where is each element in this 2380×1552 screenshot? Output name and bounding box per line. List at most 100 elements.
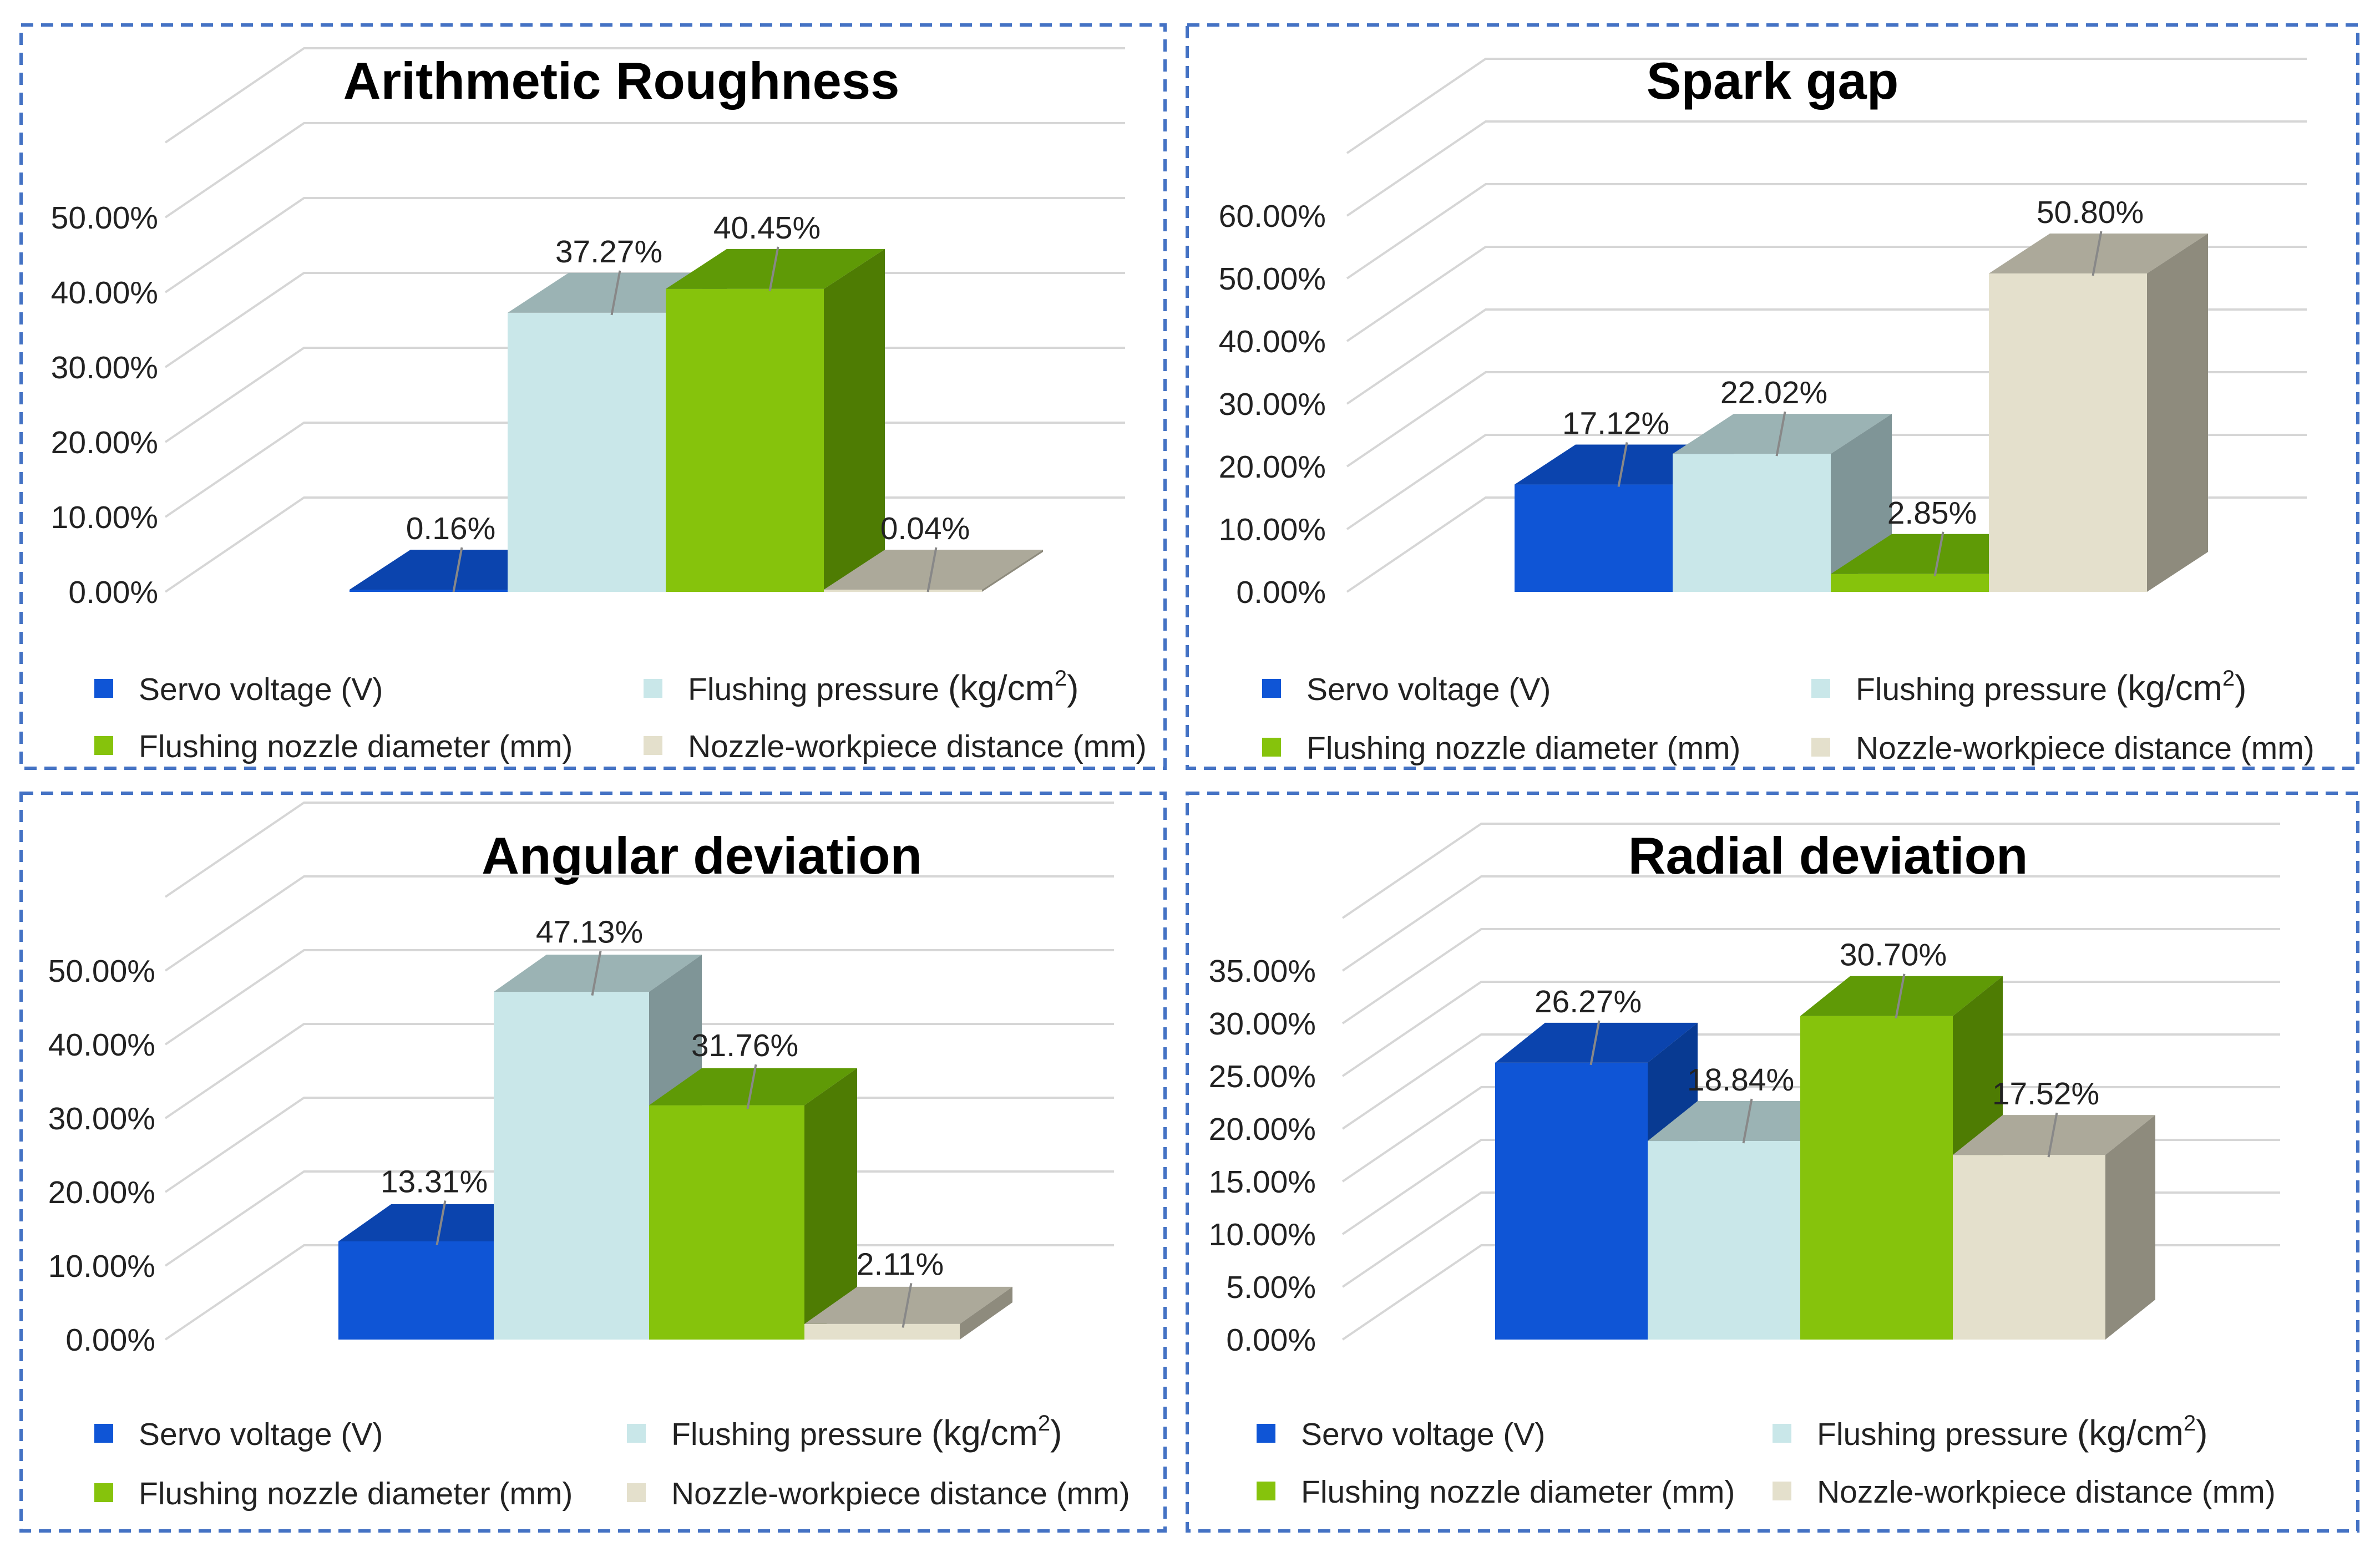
legend-swatch (627, 1424, 646, 1443)
legend-item-2: Flushing pressure (kg/cm2) (1811, 666, 2246, 708)
bar-front (1648, 1141, 1800, 1340)
y-tick-label: 35.00% (1209, 953, 1316, 989)
gridline (1341, 928, 2280, 1024)
bar-top (494, 955, 702, 992)
y-tick-label: 20.00% (48, 1175, 155, 1210)
gridline (164, 47, 1125, 144)
label-leader (768, 246, 779, 292)
legend-label: Flushing pressure (kg/cm2) (671, 1411, 1062, 1453)
y-tick-label: 0.00% (1236, 575, 1326, 610)
legend-item-2: Flushing pressure (kg/cm2) (627, 1411, 1062, 1453)
legend-item-4: Nozzle-workpiece distance (mm) (1811, 731, 2315, 766)
bar-front (804, 1323, 960, 1340)
legend-swatch (94, 1483, 113, 1502)
bar-3: 40.45% (666, 210, 885, 592)
legend-label: Servo voltage (V) (1307, 672, 1551, 707)
chart-title: Angular deviation (482, 826, 922, 885)
bar-4: 50.80% (1989, 195, 2208, 592)
legend-swatch (94, 1424, 113, 1443)
bar-front (1953, 1155, 2105, 1340)
gridline (1341, 875, 2280, 972)
data-label: 17.52% (1992, 1076, 2099, 1112)
y-tick-label: 0.00% (68, 575, 158, 610)
legend-label: Flushing pressure (kg/cm2) (1817, 1411, 2207, 1453)
panel-border (1186, 23, 2359, 770)
legend-swatch (644, 736, 662, 755)
panel-border (19, 23, 1167, 770)
y-tick-label: 10.00% (1209, 1217, 1316, 1252)
chart-title: Arithmetic Roughness (343, 52, 900, 110)
y-tick-label: 0.00% (1226, 1322, 1316, 1358)
bar-top (666, 248, 885, 289)
bar-front (1831, 574, 1989, 592)
bar-top (824, 550, 1043, 590)
y-tick-label: 60.00% (1219, 199, 1326, 234)
legend-swatch (1773, 1482, 1791, 1500)
chart-panel-1: Arithmetic Roughness 0.00% 10.00% 20.00% 30.… (19, 23, 1167, 770)
legend-item-2: Flushing pressure (kg/cm2) (644, 666, 1078, 708)
bar-front (1515, 484, 1673, 592)
y-tick-label: 15.00% (1209, 1164, 1316, 1200)
y-tick-label: 10.00% (51, 500, 158, 535)
y-tick-label: 0.00% (65, 1322, 155, 1358)
legend-swatch (1257, 1424, 1275, 1443)
label-leader (2047, 1112, 2058, 1158)
bar-top (1989, 233, 2208, 273)
legend-swatch (644, 679, 662, 698)
bar-top (1648, 1101, 1850, 1142)
y-tick-label: 50.00% (51, 200, 158, 236)
data-label: 0.04% (880, 511, 970, 546)
legend-item-3: Flushing nozzle diameter (mm) (1257, 1474, 1735, 1510)
data-label: 2.85% (1887, 495, 1977, 531)
legend-item-1: Servo voltage (V) (94, 672, 383, 707)
y-tick-label: 10.00% (1219, 512, 1326, 547)
bar-side (2105, 1115, 2155, 1340)
gridline (1346, 58, 2307, 154)
y-tick-label: 40.00% (51, 275, 158, 311)
y-tick-label: 30.00% (48, 1101, 155, 1137)
bar-front (1800, 1016, 1953, 1340)
y-tick-label: 40.00% (1219, 324, 1326, 359)
gridline (1346, 120, 2307, 217)
gridline (1341, 981, 2280, 1077)
bar-side (804, 1068, 857, 1340)
gridline (1341, 823, 2280, 919)
chart-title: Radial deviation (1628, 826, 2028, 885)
chart-title: Spark gap (1647, 52, 1899, 110)
legend-item-1: Servo voltage (V) (1262, 672, 1551, 707)
label-leader (1775, 411, 1786, 457)
bar-side (982, 550, 1043, 592)
data-label: 37.27% (555, 234, 662, 270)
bar-4: 17.52% (1953, 1076, 2155, 1340)
legend-item-2: Flushing pressure (kg/cm2) (1773, 1411, 2207, 1453)
y-tick-label: 30.00% (1219, 387, 1326, 422)
gridline (1346, 183, 2307, 280)
label-leader (1933, 531, 1944, 577)
bar-front (649, 1105, 804, 1340)
data-label: 30.70% (1840, 937, 1947, 973)
legend-label: Nozzle-workpiece distance (mm) (688, 729, 1147, 764)
legend-swatch (1811, 738, 1830, 757)
legend-swatch (1262, 738, 1281, 757)
bar-4: 0.04% (824, 511, 1043, 592)
bar-side (2147, 233, 2208, 592)
legend-label: Flushing nozzle diameter (mm) (1301, 1474, 1735, 1510)
legend-label: Flushing nozzle diameter (mm) (139, 1476, 573, 1512)
label-leader (1895, 973, 1906, 1019)
data-label: 18.84% (1687, 1062, 1794, 1098)
bar-front (338, 1241, 494, 1340)
legend-item-4: Nozzle-workpiece distance (mm) (627, 1476, 1130, 1512)
bar-front (666, 288, 824, 592)
gridline (164, 1023, 1114, 1119)
bar-4: 2.11% (804, 1246, 1012, 1340)
legend-item-3: Flushing nozzle diameter (mm) (94, 1476, 573, 1512)
legend-label: Nozzle-workpiece distance (mm) (671, 1476, 1130, 1512)
gridline (164, 949, 1114, 1046)
data-label: 47.13% (536, 915, 643, 950)
label-leader (902, 1283, 913, 1328)
legend-label: Flushing nozzle diameter (mm) (1307, 731, 1740, 766)
data-label: 40.45% (713, 210, 821, 246)
bar-front (1495, 1062, 1648, 1340)
bar-front (1673, 454, 1831, 592)
